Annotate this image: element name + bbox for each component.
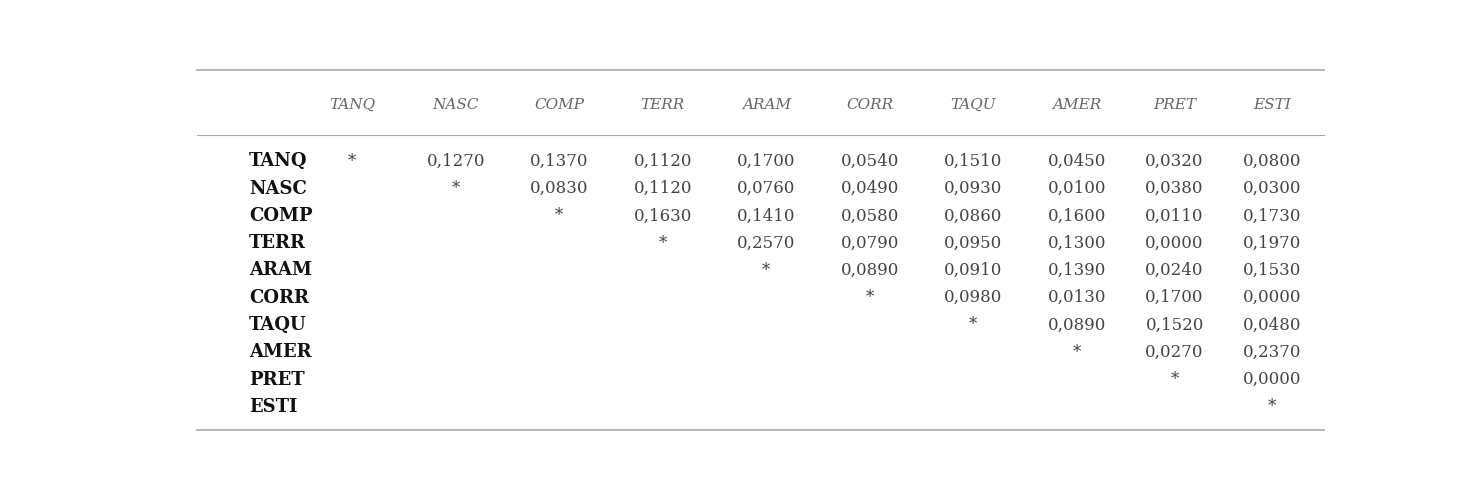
Text: 0,1700: 0,1700	[738, 153, 795, 170]
Text: 0,0450: 0,0450	[1048, 153, 1106, 170]
Text: 0,0130: 0,0130	[1048, 289, 1106, 306]
Text: 0,0800: 0,0800	[1244, 153, 1301, 170]
Text: 0,1270: 0,1270	[426, 153, 485, 170]
Text: TANQ: TANQ	[329, 97, 375, 112]
Text: 0,0380: 0,0380	[1146, 180, 1204, 197]
Text: 0,1600: 0,1600	[1048, 208, 1106, 224]
Text: 0,0540: 0,0540	[840, 153, 899, 170]
Text: 0,1700: 0,1700	[1146, 289, 1204, 306]
Text: 0,0890: 0,0890	[840, 262, 899, 279]
Text: 0,1390: 0,1390	[1048, 262, 1106, 279]
Text: 0,1530: 0,1530	[1244, 262, 1301, 279]
Text: 0,1970: 0,1970	[1244, 235, 1301, 251]
Text: 0,1630: 0,1630	[634, 208, 692, 224]
Text: ARAM: ARAM	[249, 261, 312, 279]
Text: 0,0300: 0,0300	[1244, 180, 1301, 197]
Text: 0,0580: 0,0580	[840, 208, 899, 224]
Text: 0,2570: 0,2570	[738, 235, 795, 251]
Text: 0,0950: 0,0950	[944, 235, 1003, 251]
Text: TERR: TERR	[249, 234, 306, 252]
Text: 0,0980: 0,0980	[944, 289, 1003, 306]
Text: *: *	[451, 180, 460, 197]
Text: ESTI: ESTI	[249, 398, 297, 416]
Text: 0,0480: 0,0480	[1244, 316, 1301, 334]
Text: COMP: COMP	[249, 207, 312, 225]
Text: AMER: AMER	[249, 343, 312, 361]
Text: NASC: NASC	[249, 180, 307, 198]
Text: 0,0000: 0,0000	[1244, 289, 1301, 306]
Text: 0,0890: 0,0890	[1048, 316, 1106, 334]
Text: 0,0000: 0,0000	[1146, 235, 1204, 251]
Text: 0,0790: 0,0790	[840, 235, 899, 251]
Text: 0,1370: 0,1370	[530, 153, 589, 170]
Text: 0,1120: 0,1120	[634, 180, 692, 197]
Text: 0,0240: 0,0240	[1146, 262, 1204, 279]
Text: 0,0490: 0,0490	[840, 180, 899, 197]
Text: CORR: CORR	[846, 97, 893, 112]
Text: 0,0000: 0,0000	[1244, 371, 1301, 388]
Text: 0,1410: 0,1410	[738, 208, 795, 224]
Text: *: *	[969, 316, 978, 334]
Text: 0,1520: 0,1520	[1146, 316, 1204, 334]
Text: TANQ: TANQ	[249, 153, 307, 170]
Text: *: *	[763, 262, 770, 279]
Text: TAQU: TAQU	[249, 316, 307, 334]
Text: PRET: PRET	[1153, 97, 1196, 112]
Text: 0,1510: 0,1510	[944, 153, 1003, 170]
Text: 0,1120: 0,1120	[634, 153, 692, 170]
Text: 0,0270: 0,0270	[1146, 344, 1204, 361]
Text: 0,0320: 0,0320	[1146, 153, 1204, 170]
Text: 0,2370: 0,2370	[1244, 344, 1301, 361]
Text: *: *	[659, 235, 666, 251]
Text: 0,0110: 0,0110	[1146, 208, 1204, 224]
Text: TAQU: TAQU	[951, 97, 996, 112]
Text: PRET: PRET	[249, 370, 304, 389]
Text: 0,0930: 0,0930	[944, 180, 1003, 197]
Text: ESTI: ESTI	[1254, 97, 1291, 112]
Text: COMP: COMP	[534, 97, 585, 112]
Text: *: *	[865, 289, 874, 306]
Text: *: *	[1269, 399, 1276, 415]
Text: ARAM: ARAM	[742, 97, 791, 112]
Text: 0,0100: 0,0100	[1048, 180, 1106, 197]
Text: 0,0830: 0,0830	[530, 180, 589, 197]
Text: 0,0760: 0,0760	[738, 180, 795, 197]
Text: 0,0860: 0,0860	[944, 208, 1003, 224]
Text: 0,1300: 0,1300	[1048, 235, 1106, 251]
Text: *: *	[349, 153, 356, 170]
Text: *: *	[1171, 371, 1178, 388]
Text: AMER: AMER	[1052, 97, 1101, 112]
Text: TERR: TERR	[641, 97, 686, 112]
Text: CORR: CORR	[249, 289, 309, 307]
Text: *: *	[1073, 344, 1080, 361]
Text: 0,1730: 0,1730	[1244, 208, 1301, 224]
Text: NASC: NASC	[432, 97, 479, 112]
Text: *: *	[555, 208, 564, 224]
Text: 0,0910: 0,0910	[944, 262, 1003, 279]
